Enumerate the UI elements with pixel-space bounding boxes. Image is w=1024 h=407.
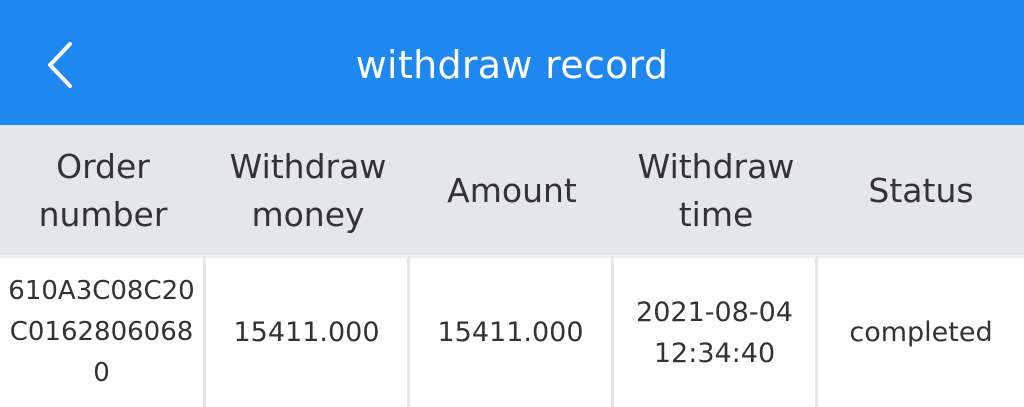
column-header-label: Amount [447,171,577,210]
column-header-withdraw-time: Withdraw time [614,125,818,255]
top-bar: withdraw record [0,0,1024,125]
column-header-label: Order number [38,147,168,234]
chevron-left-icon [48,42,72,88]
status-value: completed [849,317,993,348]
amount-value: 15411.000 [437,317,584,348]
order-number-value: 610A3C08C20C01628060680 [8,276,195,388]
withdraw-money-value: 15411.000 [233,317,380,348]
cell-order-number: 610A3C08C20C01628060680 [0,255,206,407]
page-title: withdraw record [355,43,669,87]
cell-status: completed [818,255,1024,407]
column-header-order-number: Order number [0,125,206,255]
cell-amount: 15411.000 [410,255,614,407]
back-button[interactable] [34,38,88,92]
column-header-status: Status [818,125,1024,255]
withdraw-record-table: Order number Withdraw money Amount Withd… [0,125,1024,407]
column-header-amount: Amount [410,125,614,255]
column-header-label: Withdraw time [637,147,795,234]
cell-withdraw-time: 2021-08-04 12:34:40 [614,255,818,407]
column-header-withdraw-money: Withdraw money [206,125,410,255]
column-header-label: Status [868,171,974,210]
withdraw-time-value: 2021-08-04 12:34:40 [636,296,793,369]
column-header-label: Withdraw money [229,147,387,234]
cell-withdraw-money: 15411.000 [206,255,410,407]
